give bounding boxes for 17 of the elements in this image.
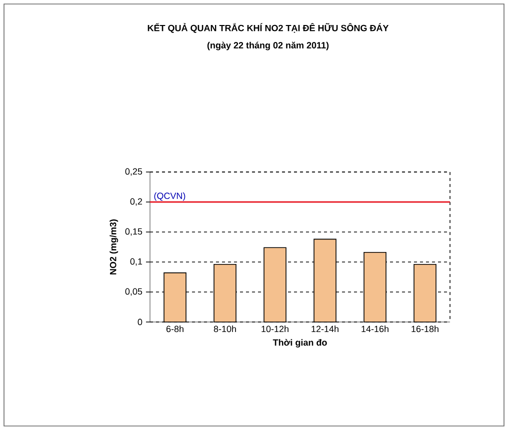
x-tick-label: 10-12h	[262, 326, 288, 332]
chart-title: KẾT QUẢ QUAN TRẮC KHÍ NO2 TẠI ĐÊ HỮU SÔNG ĐÁY	[148, 23, 389, 33]
y-tick-label: 0	[138, 318, 142, 326]
x-tick-label: 14-16h	[362, 326, 388, 332]
x-tick-label: 6-8h	[166, 326, 184, 332]
x-tick-label: 8-10h	[214, 326, 236, 332]
y-tick-label: 0,1	[130, 258, 142, 266]
y-tick-label: 0,2	[130, 198, 142, 206]
y-axis-title: NO2 (mg/m3)	[110, 219, 118, 274]
ref-line-label: (QCVN)	[154, 192, 186, 201]
y-tick-label: 0,25	[125, 168, 142, 176]
chart-subtitle: (ngày 22 tháng 02 năm 2011)	[207, 42, 329, 50]
x-axis-title: Thời gian đo	[272, 338, 327, 348]
x-tick-label: 16-18h	[412, 326, 438, 332]
y-tick-label: 0,15	[125, 228, 142, 236]
x-tick-label: 12-14h	[312, 326, 338, 332]
y-tick-label: 0,05	[125, 288, 142, 296]
